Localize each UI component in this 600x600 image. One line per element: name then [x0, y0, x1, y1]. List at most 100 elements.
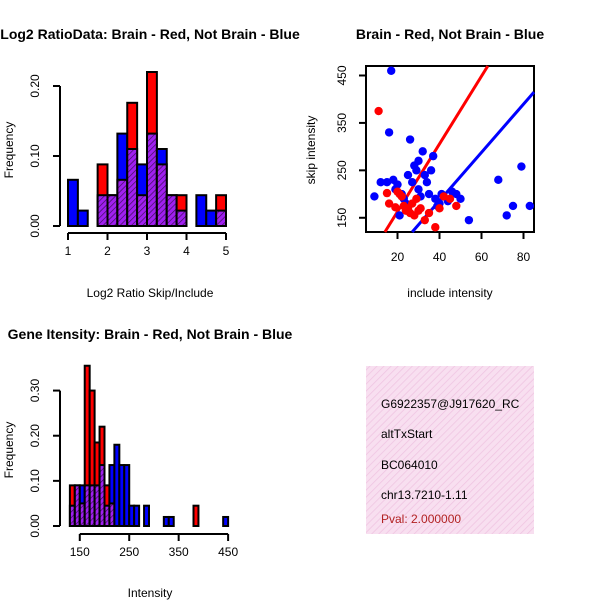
log2-ratio-histogram: Log2 RatioData: Brain - Red, Not Brain -…: [0, 26, 300, 300]
not-brain-point: [424, 189, 434, 199]
not-brain-point: [382, 178, 392, 187]
accession: BC064010: [381, 458, 438, 472]
not-brain-point: [456, 194, 465, 203]
brain-bar: [192, 504, 200, 527]
overlap-bar-hatch: [69, 505, 75, 526]
not-brain-point: [403, 170, 413, 180]
brain-point: [420, 215, 429, 225]
y-tick-label: 150: [335, 207, 349, 227]
not-brain-bar: [76, 209, 89, 228]
x-tick-label: 250: [119, 545, 139, 559]
not-brain-bar: [123, 464, 131, 527]
not-brain-point: [393, 180, 402, 189]
event-info-panel: G6922357@J917620_RC altTxStart BC064010 …: [366, 366, 534, 534]
x-axis-label: Log2 Ratio Skip/Include: [87, 286, 214, 300]
chart-title: Gene Itensity: Brain - Red, Not Brain - …: [8, 326, 293, 342]
y-tick-label: 0.20: [28, 424, 42, 448]
overlap-bar-hatch: [104, 505, 110, 526]
chart-title: Brain - Red, Not Brain - Blue: [356, 26, 544, 42]
not-brain-point: [502, 211, 511, 220]
x-tick-label: 40: [433, 250, 447, 264]
not-brain-point: [429, 151, 438, 161]
not-brain-point: [376, 178, 385, 187]
y-axis-label: skip intensity: [304, 116, 318, 185]
not-brain-bar: [205, 209, 218, 228]
not-brain-bar: [167, 515, 175, 528]
x-tick-label: 4: [183, 244, 190, 258]
not-brain-point: [387, 66, 396, 75]
bars-layer: [68, 364, 230, 528]
axes-layer: 150 250 350 450 0.00 0.10 0.20 0.30: [28, 379, 238, 559]
overlap-bar-hatch: [216, 210, 226, 226]
y-tick-label: 0.10: [28, 144, 42, 168]
overlap-bar-hatch: [127, 149, 138, 226]
not-brain-bar: [143, 504, 151, 527]
y-tick-label: 350: [335, 113, 349, 133]
overlap-bar-hatch: [94, 485, 100, 526]
y-tick-label: 0.10: [28, 469, 42, 493]
gene-intensity-histogram: Gene Itensity: Brain - Red, Not Brain - …: [2, 326, 293, 600]
x-tick-label: 5: [223, 244, 230, 258]
not-brain-bar: [222, 515, 230, 528]
brain-point: [452, 201, 461, 211]
y-tick-label: 0.30: [28, 379, 42, 403]
genomic-location: chr13.7210-1.11: [381, 488, 468, 502]
not-brain-fit-line: [411, 91, 536, 233]
overlap-bar-hatch: [137, 195, 147, 226]
overlap-bar-hatch: [156, 164, 167, 226]
brain-point: [374, 106, 383, 116]
x-tick-label: 1: [65, 244, 72, 258]
brain-point: [384, 199, 394, 208]
overlap-bar-hatch: [109, 503, 115, 526]
event-type: altTxStart: [381, 427, 433, 441]
not-brain-point: [405, 135, 415, 144]
brain-point: [431, 223, 440, 232]
not-brain-point: [395, 211, 404, 220]
x-tick-label: 20: [391, 250, 405, 264]
not-brain-point: [384, 128, 394, 137]
brain-point: [412, 194, 421, 203]
overlap-bar-hatch: [107, 195, 118, 226]
overlap-bar-hatch: [176, 210, 187, 226]
not-brain-point: [422, 178, 432, 187]
x-tick-label: 150: [70, 545, 90, 559]
y-tick-label: 0.00: [28, 214, 42, 238]
points-layer: [370, 66, 534, 232]
p-value: Pval: 2.000000: [381, 512, 461, 526]
not-brain-point: [494, 175, 503, 185]
overlap-bar-hatch: [84, 485, 90, 526]
overlap-bar-hatch: [99, 465, 105, 526]
info-background: [366, 366, 534, 534]
not-brain-point: [370, 192, 379, 201]
not-brain-point: [525, 201, 534, 211]
brain-point: [445, 194, 455, 203]
x-axis-label: Intensity: [128, 586, 173, 600]
not-brain-bar: [67, 178, 79, 228]
x-tick-label: 80: [517, 250, 531, 264]
x-tick-label: 450: [218, 545, 238, 559]
not-brain-point: [414, 185, 423, 194]
not-brain-point: [508, 201, 518, 211]
axes-layer: 1 2 3 4 5 0.00 0.10 0.20: [28, 74, 230, 258]
plot-frame: [365, 65, 535, 233]
axes-layer: 20 40 60 80 150 250 350 450: [335, 65, 530, 264]
brain-point: [439, 192, 448, 201]
not-brain-point: [420, 170, 429, 180]
not-brain-point: [418, 147, 427, 156]
probe-id: G6922357@J917620_RC: [381, 397, 520, 411]
x-tick-label: 2: [104, 244, 111, 258]
y-tick-label: 250: [335, 160, 349, 180]
y-tick-label: 0.00: [28, 514, 42, 538]
brain-point: [435, 204, 444, 213]
bars-layer: [67, 71, 227, 228]
not-brain-bar: [133, 504, 141, 527]
not-brain-point: [517, 162, 526, 171]
overlap-bar-hatch: [79, 503, 85, 526]
x-tick-label: 350: [169, 545, 189, 559]
brain-point: [416, 204, 425, 213]
y-tick-label: 0.20: [28, 74, 42, 98]
not-brain-point: [464, 215, 474, 225]
x-tick-label: 3: [144, 244, 151, 258]
not-brain-bar: [195, 194, 208, 227]
